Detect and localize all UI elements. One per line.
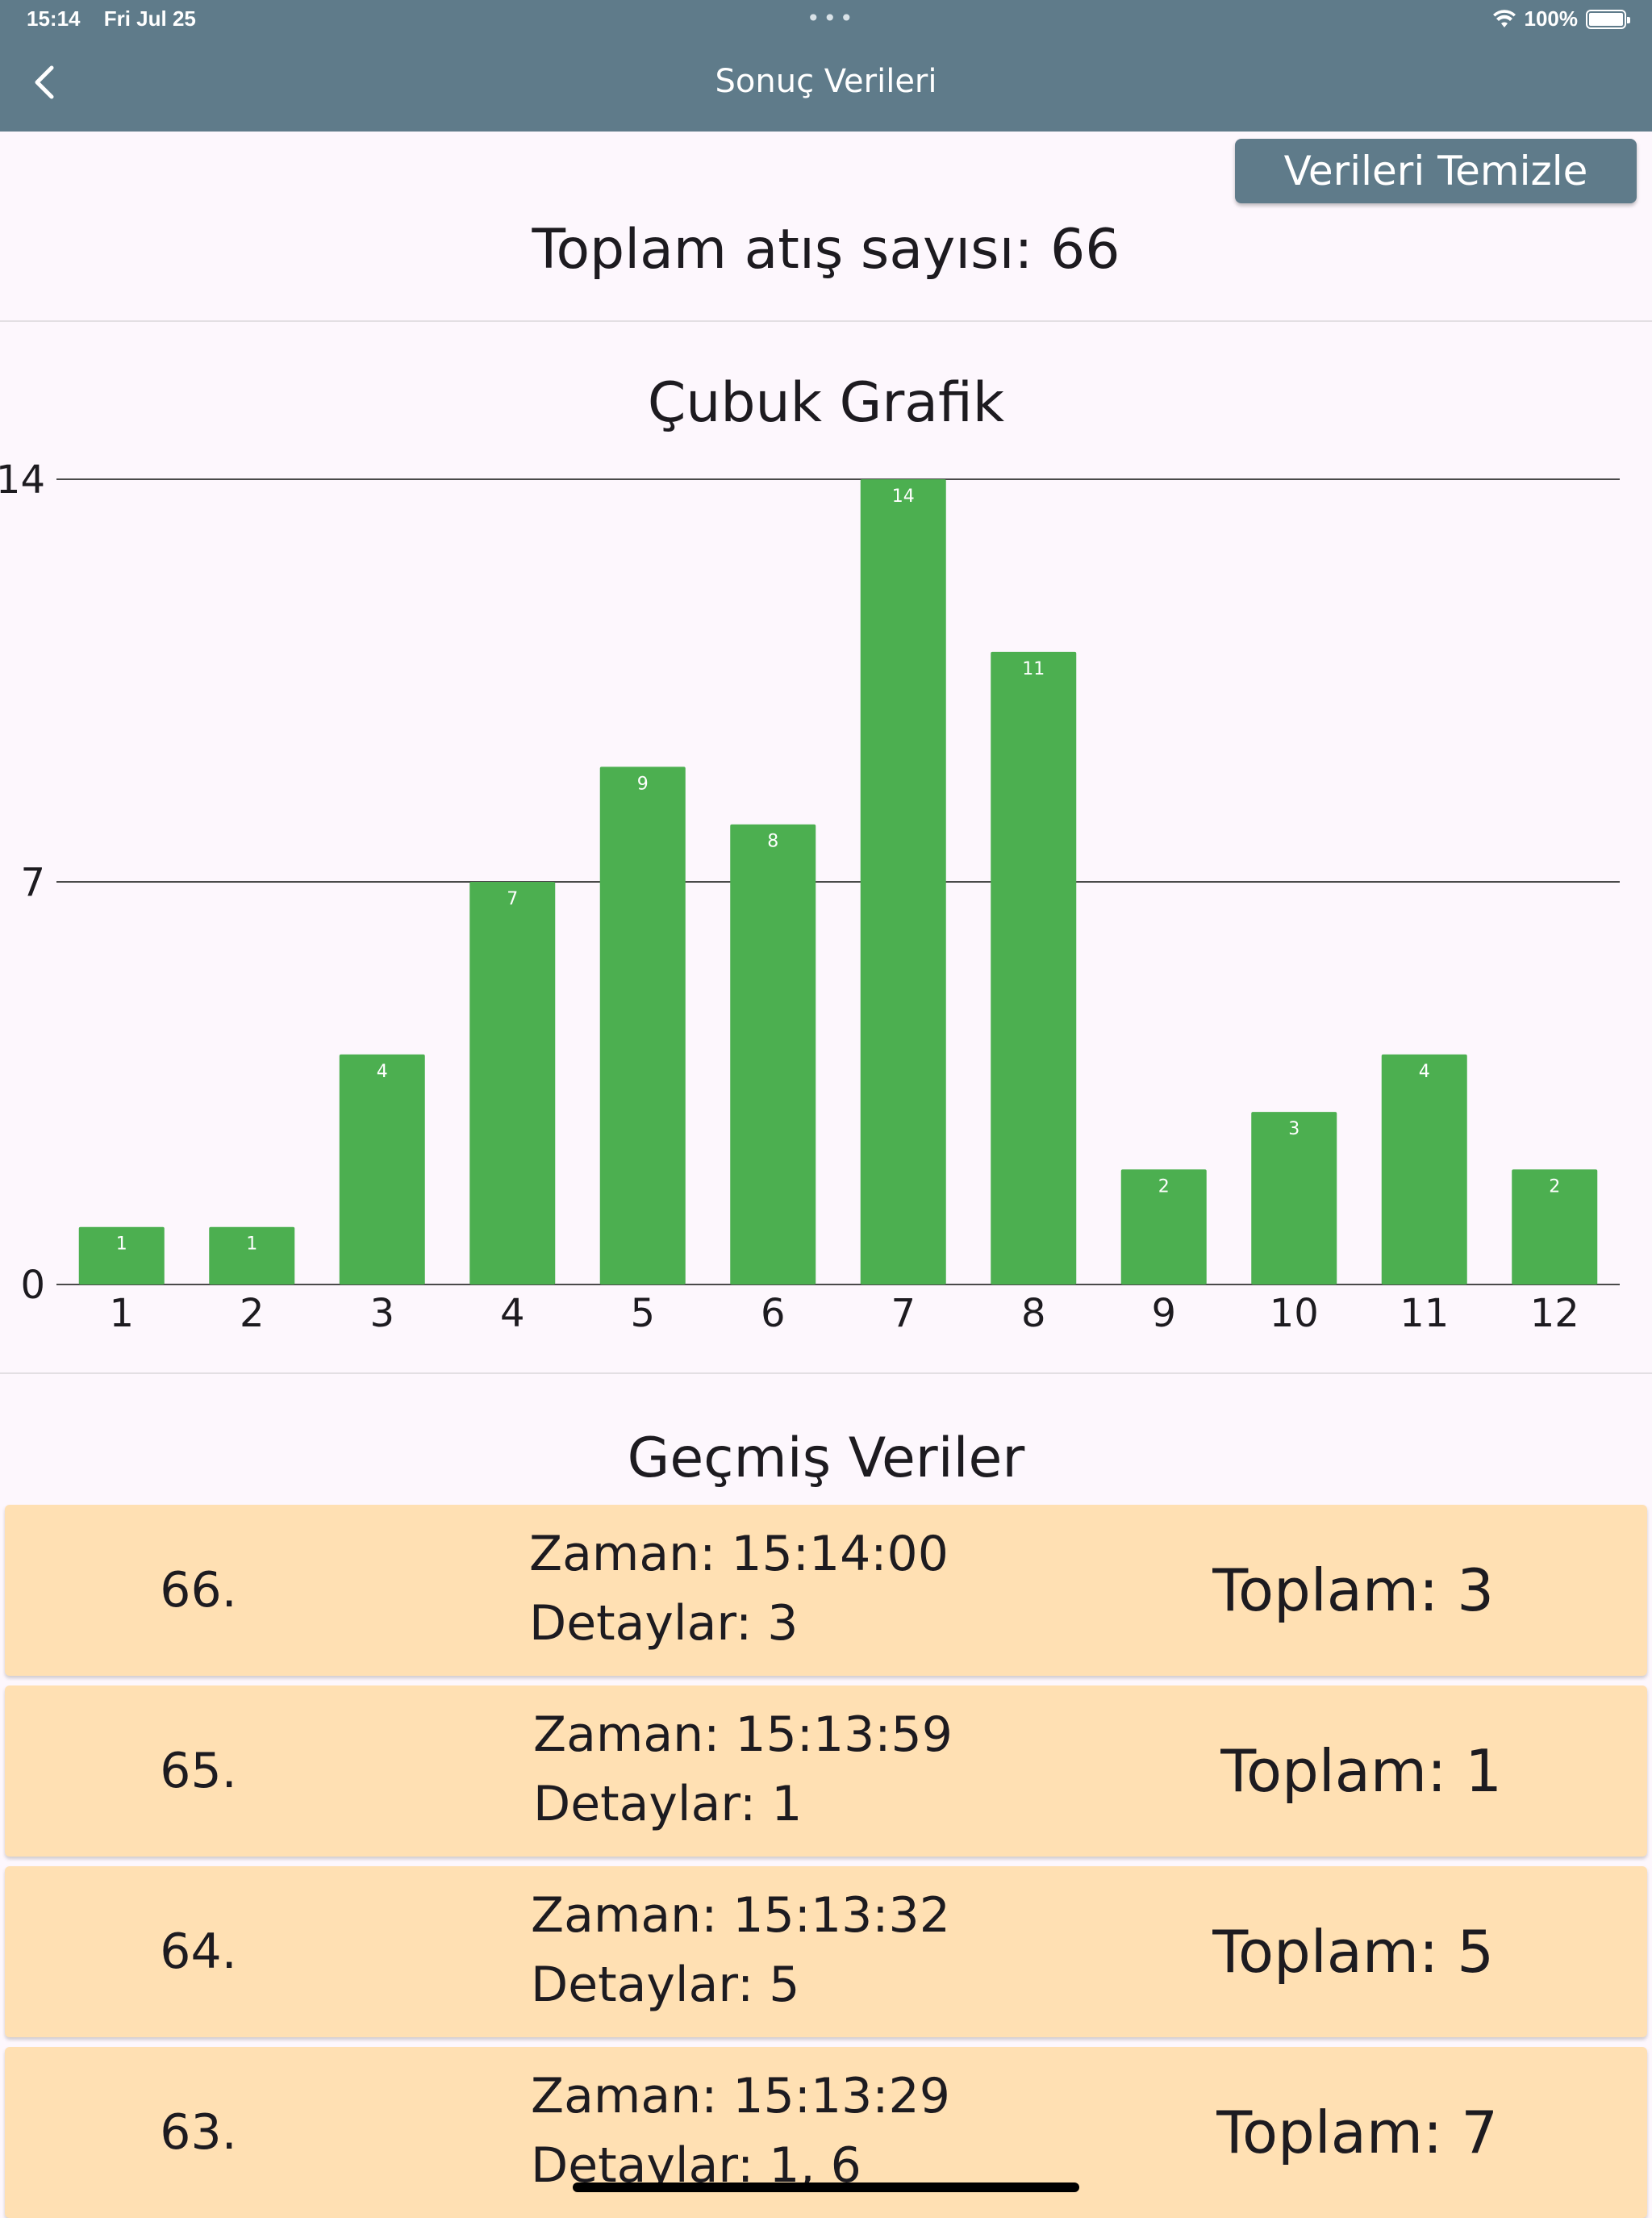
bar-value-label: 4 [377,1062,388,1082]
x-tick-label: 8 [1021,1291,1046,1336]
x-tick-label: 1 [109,1291,134,1336]
app-bar: 15:14 Fri Jul 25 ••• 100% Sonuç Verileri [0,0,1652,132]
bar [991,651,1077,1284]
bar-value-label: 1 [116,1234,127,1255]
bar-value-label: 8 [767,832,778,852]
bar [209,1226,295,1284]
row-total: Toplam: 1 [1220,1737,1502,1805]
chart-title: Çubuk Grafik [647,371,1005,435]
history-row[interactable]: 65. Zaman: 15:13:59 Detaylar: 1 Toplam: … [5,1685,1647,1857]
row-time: Zaman: 15:13:59 [533,1706,953,1763]
home-indicator[interactable] [573,2182,1079,2192]
x-tick-label: 7 [891,1291,916,1336]
divider-top [0,320,1652,322]
wifi-icon [1492,9,1516,27]
row-time: Zaman: 15:13:29 [531,2068,950,2124]
back-button[interactable] [27,63,63,102]
bar-value-label: 9 [637,774,649,794]
bar [1251,1112,1337,1284]
history-row[interactable]: 66. Zaman: 15:14:00 Detaylar: 3 Toplam: … [5,1505,1647,1676]
battery-icon [1586,9,1630,29]
x-tick-label: 2 [240,1291,265,1336]
history-row[interactable]: 63. Zaman: 15:13:29 Detaylar: 1, 6 Topla… [5,2047,1647,2218]
total-shots-label: Toplam atış sayısı: 66 [532,218,1120,282]
bar [1512,1169,1598,1284]
bar [469,882,556,1284]
bar [730,824,816,1284]
bar-value-label: 11 [1022,659,1045,679]
clear-data-button[interactable]: Verileri Temizle [1235,139,1637,203]
y-tick-label: 7 [20,860,45,905]
bar-value-label: 2 [1158,1176,1170,1197]
x-tick-label: 6 [761,1291,786,1336]
row-detail: Detaylar: 3 [529,1595,799,1652]
page-title: Sonuç Verileri [715,63,937,100]
x-tick-label: 9 [1151,1291,1176,1336]
row-detail: Detaylar: 5 [531,1957,800,2013]
bar [599,766,686,1284]
x-tick-label: 3 [369,1291,394,1336]
row-index: 64. [160,1924,237,1980]
multitasking-dots[interactable]: ••• [807,5,857,31]
status-time: 15:14 [27,6,81,31]
bar-value-label: 7 [507,889,518,909]
row-total: Toplam: 7 [1216,2099,1498,2166]
bar-value-label: 4 [1419,1062,1430,1082]
row-index: 66. [160,1562,237,1619]
bar-value-label: 14 [892,487,915,507]
x-tick-label: 5 [630,1291,655,1336]
divider-bottom [0,1372,1652,1374]
row-index: 63. [160,2104,237,2161]
bar [1381,1054,1467,1284]
history-title: Geçmiş Veriler [627,1426,1025,1490]
battery-percent: 100% [1524,6,1579,31]
x-tick-label: 11 [1400,1291,1449,1336]
bar [1120,1169,1207,1284]
x-tick-label: 10 [1270,1291,1319,1336]
bar [860,479,946,1284]
y-tick-label: 0 [20,1263,45,1308]
row-total: Toplam: 3 [1212,1556,1494,1624]
row-time: Zaman: 15:14:00 [529,1526,949,1582]
y-tick-label: 14 [0,457,45,503]
status-date: Fri Jul 25 [103,6,196,31]
bar [339,1054,425,1284]
history-row[interactable]: 64. Zaman: 15:13:32 Detaylar: 5 Toplam: … [5,1866,1647,2037]
status-bar-left: 15:14 Fri Jul 25 [27,6,214,31]
x-tick-label: 4 [500,1291,525,1336]
bar [78,1226,165,1284]
row-detail: Detaylar: 1 [533,1776,803,1832]
bar-value-label: 2 [1549,1176,1560,1197]
row-total: Toplam: 5 [1212,1918,1494,1986]
x-tick-label: 12 [1530,1291,1579,1336]
bar-value-label: 3 [1288,1119,1299,1139]
status-bar-right: 100% [1492,6,1630,31]
chevron-left-icon [35,65,54,99]
row-index: 65. [160,1743,237,1799]
row-time: Zaman: 15:13:32 [531,1887,950,1944]
bar-value-label: 1 [246,1234,257,1255]
